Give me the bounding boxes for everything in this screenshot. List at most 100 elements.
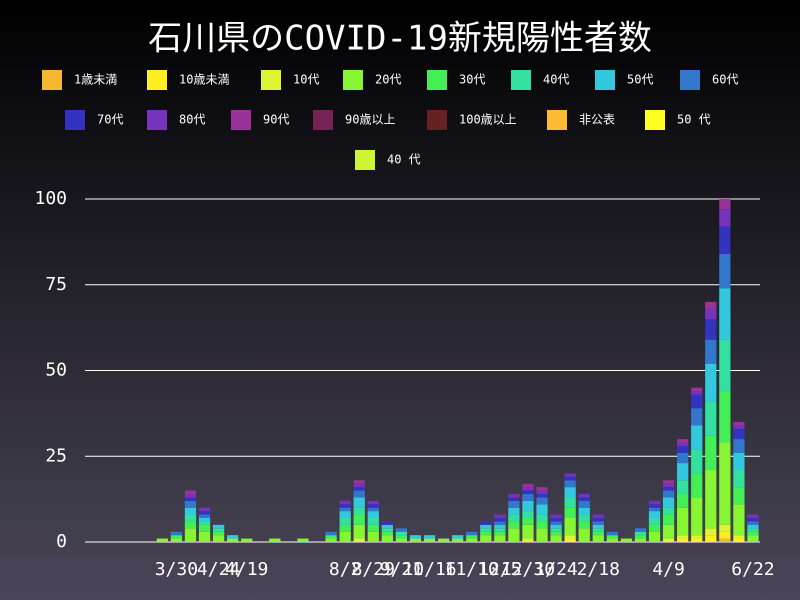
x-tick-label: 12/5 bbox=[478, 559, 521, 580]
y-tick-label: 100 bbox=[34, 188, 67, 209]
bar-segment bbox=[550, 531, 562, 536]
bar-segment bbox=[184, 521, 197, 529]
bar-segment bbox=[592, 531, 604, 536]
bar-segment bbox=[522, 511, 534, 518]
bar-segment bbox=[184, 497, 197, 501]
legend-label: 100歳以上 bbox=[459, 113, 517, 127]
bar-segment bbox=[662, 524, 675, 539]
bar-segment bbox=[494, 521, 506, 525]
legend-swatch bbox=[680, 70, 700, 90]
legend-label: 60代 bbox=[712, 73, 738, 87]
bar-segment bbox=[409, 535, 422, 539]
bar-segment bbox=[494, 528, 506, 532]
bar-segment bbox=[170, 535, 183, 539]
bar-segment bbox=[564, 517, 576, 536]
bar-segment bbox=[719, 288, 731, 340]
bar-segment bbox=[184, 493, 197, 498]
bar-segment bbox=[536, 504, 548, 515]
bar-segment bbox=[677, 439, 689, 443]
bar-segment bbox=[705, 401, 717, 436]
bar-segment bbox=[592, 528, 604, 532]
bar-segment bbox=[325, 535, 337, 539]
y-tick-label: 75 bbox=[45, 274, 67, 295]
bar-segment bbox=[184, 490, 197, 494]
bar-segment bbox=[705, 469, 717, 529]
bar-segment bbox=[719, 442, 731, 525]
bar-segment bbox=[733, 538, 745, 542]
legend-swatch bbox=[65, 110, 85, 130]
bar-segment bbox=[212, 524, 225, 529]
bar-segment bbox=[564, 473, 576, 477]
bar-segment bbox=[522, 524, 534, 539]
bar-segment bbox=[691, 408, 703, 426]
bar-segment bbox=[367, 504, 379, 508]
bar-segment bbox=[536, 514, 548, 522]
bar-segment bbox=[648, 507, 661, 512]
bar-segment bbox=[592, 524, 604, 529]
bar-segment bbox=[648, 504, 661, 508]
bar-segment bbox=[733, 428, 745, 440]
bar-segment bbox=[662, 480, 675, 484]
bar-segment bbox=[198, 524, 211, 532]
bar-segment bbox=[719, 253, 731, 289]
bar-segment bbox=[747, 521, 759, 525]
legend-label: 30代 bbox=[459, 73, 485, 87]
bar-segment bbox=[522, 500, 534, 512]
legend-swatch bbox=[231, 110, 251, 130]
bar-segment bbox=[367, 500, 379, 505]
bar-segment bbox=[480, 528, 492, 532]
x-tick-label: 10/16 bbox=[402, 559, 456, 580]
bar-segment bbox=[677, 538, 689, 542]
bar-segment bbox=[522, 493, 534, 501]
legend-label: 50代 bbox=[627, 73, 653, 87]
bar-segment bbox=[719, 199, 731, 210]
bar-segment bbox=[691, 538, 703, 542]
bar-segment bbox=[156, 538, 168, 542]
bar-segment bbox=[733, 504, 745, 536]
bar-segment bbox=[381, 528, 393, 532]
x-tick-label: 2/18 bbox=[577, 559, 620, 580]
bar-segment bbox=[606, 531, 618, 536]
legend-swatch bbox=[511, 70, 531, 90]
legend-swatch bbox=[147, 110, 167, 130]
bar-segment bbox=[719, 209, 731, 227]
bar-segment bbox=[184, 528, 197, 542]
bar-segment bbox=[395, 535, 408, 539]
bar-segment bbox=[662, 514, 675, 525]
bar-segment bbox=[550, 514, 562, 518]
x-tick-label: 1/24 bbox=[534, 559, 577, 580]
bar-segment bbox=[719, 538, 731, 542]
bar-segment bbox=[606, 538, 618, 542]
bar-segment bbox=[578, 514, 590, 522]
bar-segment bbox=[339, 507, 351, 512]
bar-segment bbox=[634, 535, 647, 539]
x-tick-label: 6/22 bbox=[731, 559, 774, 580]
bar-segment bbox=[198, 511, 211, 515]
bar-segment bbox=[508, 521, 520, 529]
y-tick-label: 50 bbox=[45, 360, 67, 381]
bar-segment bbox=[170, 538, 183, 542]
x-tick-label: 4/19 bbox=[225, 559, 268, 580]
legend-label: 1歳未満 bbox=[74, 73, 117, 87]
bar-segment bbox=[747, 517, 759, 522]
bar-segment bbox=[719, 524, 731, 532]
x-tick-label: 3/30 bbox=[155, 559, 198, 580]
bar-segment bbox=[452, 538, 464, 542]
bar-segment bbox=[564, 487, 576, 498]
bar-segment bbox=[691, 391, 703, 395]
bar-segment bbox=[705, 308, 717, 320]
legend-label: 非公表 bbox=[579, 113, 615, 127]
bar-segment bbox=[395, 528, 408, 532]
bar-segment bbox=[564, 497, 576, 508]
bar-segment bbox=[634, 531, 647, 536]
bar-segment bbox=[662, 483, 675, 488]
bar-segment bbox=[733, 469, 745, 488]
legend-swatch bbox=[343, 70, 363, 90]
bar-segment bbox=[578, 507, 590, 515]
bar-segment bbox=[452, 535, 464, 539]
bar-segment bbox=[634, 538, 647, 542]
bar-segment bbox=[367, 531, 379, 542]
bar-segment bbox=[494, 514, 506, 518]
legend-label: 40代 bbox=[543, 73, 569, 87]
